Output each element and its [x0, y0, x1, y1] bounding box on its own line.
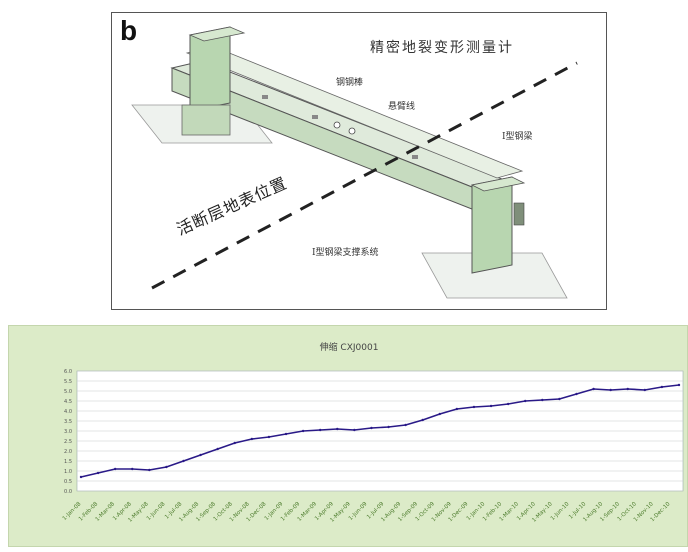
y-tick-label: 4.0 — [64, 409, 72, 415]
data-point — [96, 471, 100, 475]
data-point — [148, 468, 151, 472]
data-point — [336, 427, 339, 431]
data-point — [387, 425, 390, 429]
data-point — [575, 392, 578, 396]
y-tick-label: 6.0 — [64, 369, 72, 375]
data-point — [353, 428, 356, 432]
data-point — [455, 407, 459, 411]
left-support-top — [188, 26, 246, 42]
displacement-chart: 伸缩 CXJ0001 0.0 0.5 1.0 1.5 2.0 2.5 3.0 3.5 4.0 4.… — [8, 325, 688, 547]
data-point — [677, 383, 681, 387]
data-point — [79, 475, 83, 479]
beam-fitting — [412, 155, 418, 159]
grid-lines — [77, 370, 683, 492]
chart-canvas: 0.00.51.01.52.02.53.03.54.04.55.05.56.0 … — [62, 369, 684, 524]
label-support: I型钢梁支撑系统 — [312, 248, 379, 258]
data-point — [421, 418, 424, 422]
label-wire: 悬臂线 — [388, 102, 416, 112]
data-point — [506, 402, 510, 406]
data-point — [370, 426, 373, 430]
y-tick-label: 0.0 — [64, 489, 72, 495]
data-point — [472, 405, 476, 409]
data-point — [489, 404, 493, 408]
right-support-top — [470, 176, 526, 192]
y-tick-label: 3.5 — [64, 419, 72, 425]
beam-fitting — [312, 115, 318, 119]
label-beam: I型钢梁 — [502, 132, 533, 142]
data-point — [524, 399, 527, 403]
data-point — [643, 388, 647, 392]
data-point — [113, 467, 117, 471]
data-point — [182, 459, 185, 463]
data-point — [558, 397, 561, 401]
fault-trace-line — [151, 61, 578, 290]
data-point — [319, 428, 322, 432]
x-tick-label: 1-Jun-10 — [550, 501, 571, 522]
diagram-title: 精密地裂变形测量计 — [370, 40, 514, 56]
data-point — [233, 441, 236, 445]
y-tick-label: 5.5 — [64, 379, 72, 385]
y-tick-label: 1.0 — [64, 469, 72, 475]
deformation-meter-diagram: b 精密地裂变形测量计 钢钢棒 悬臂线 I型钢梁 I型钢梁支撑系统 活断层地表位… — [111, 12, 607, 310]
chart-title: 伸缩 CXJ0001 — [319, 343, 379, 353]
data-point — [216, 447, 219, 451]
beam-fitting — [333, 121, 341, 129]
data-point — [284, 432, 288, 436]
series-layer — [79, 383, 681, 479]
beam-fitting — [348, 127, 356, 135]
data-point — [592, 387, 595, 391]
data-point — [404, 423, 407, 427]
data-point — [438, 412, 441, 416]
data-point — [199, 453, 202, 457]
x-axis-ticks: 1-Jan-081-Feb-081-Mar-081-Apr-081-May-08… — [62, 501, 672, 524]
left-pedestal — [181, 104, 231, 136]
data-point — [131, 467, 134, 471]
data-point — [660, 385, 664, 389]
data-point — [301, 429, 305, 433]
y-tick-label: 5.0 — [64, 389, 72, 395]
y-tick-label: 0.5 — [64, 479, 72, 485]
data-point — [626, 387, 629, 391]
right-clamp — [513, 202, 525, 226]
x-tick-label: 1-Jun-08 — [146, 501, 167, 522]
data-point — [267, 435, 271, 439]
series-line — [80, 384, 680, 478]
beam-fitting — [262, 95, 268, 99]
y-tick-label: 2.5 — [64, 439, 72, 445]
y-tick-label: 4.5 — [64, 399, 72, 405]
y-tick-label: 2.0 — [64, 449, 72, 455]
data-point — [250, 437, 254, 441]
y-axis-ticks: 0.0 0.5 1.0 1.5 2.0 2.5 3.0 3.5 4.0 4.5 5.0 5.5 6.0 — [64, 369, 72, 495]
data-point — [165, 465, 168, 469]
label-rod: 钢钢棒 — [336, 78, 364, 88]
right-support-block — [471, 176, 513, 274]
y-tick-label: 3.0 — [64, 429, 72, 435]
diagram-drawing — [131, 26, 578, 299]
panel-letter: b — [120, 15, 138, 46]
data-point — [541, 398, 544, 402]
data-point — [609, 388, 612, 392]
x-tick-label: 1-Jun-09 — [348, 501, 369, 522]
y-tick-label: 1.5 — [64, 459, 72, 465]
